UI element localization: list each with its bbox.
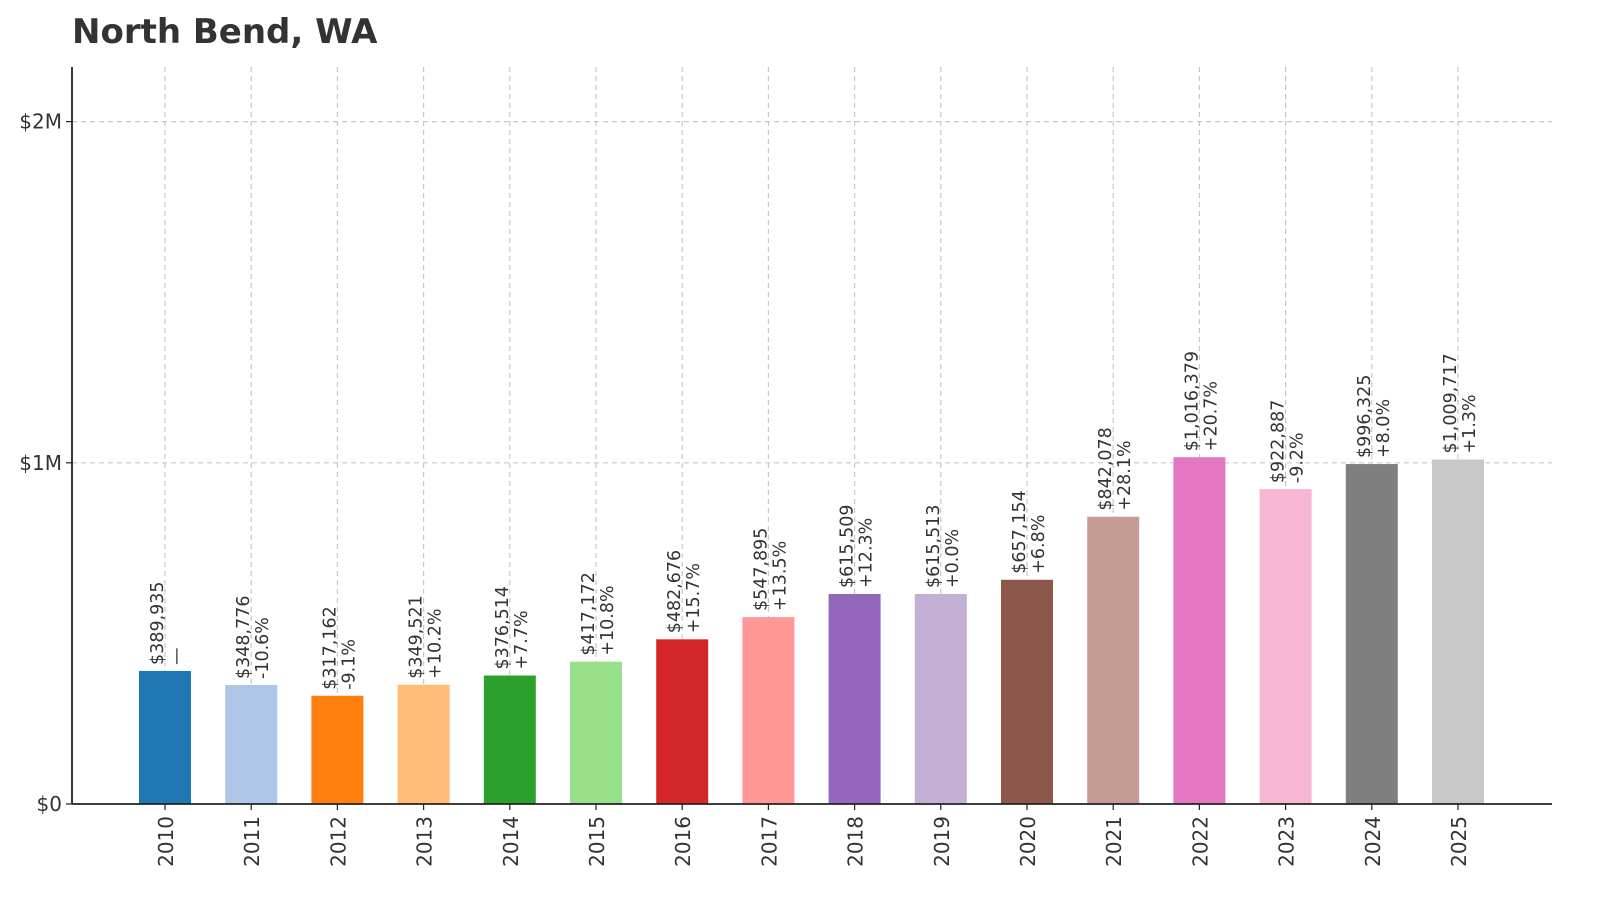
- bar-2020: [1001, 579, 1053, 804]
- x-tick-label: 2021: [1102, 816, 1126, 867]
- bar-2010: [139, 670, 191, 804]
- x-tick-label: 2016: [671, 816, 695, 867]
- bar-label-2016: $482,676 +15.7%: [665, 550, 704, 634]
- bar-value-label: $349,521: [407, 595, 427, 679]
- x-tick-label: 2025: [1447, 816, 1471, 867]
- x-tick-label: 2012: [326, 816, 350, 867]
- bar-change-label: +13.5%: [770, 541, 790, 611]
- bar-change-label: +0.0%: [943, 529, 963, 588]
- x-tick-label: 2014: [499, 816, 523, 867]
- x-tick-label: 2010: [154, 816, 178, 867]
- x-tick-label: 2013: [413, 816, 437, 867]
- bar-value-label: $842,078: [1096, 427, 1116, 511]
- bar-value-label: $376,514: [493, 586, 513, 670]
- bar-label-2024: $996,325 +8.0%: [1355, 375, 1394, 459]
- bar-change-label: +8.0%: [1374, 399, 1394, 458]
- bar-value-label: $1,016,379: [1182, 351, 1202, 451]
- bar-value-label: $615,509: [838, 504, 858, 588]
- bar-change-label: +12.3%: [857, 518, 877, 588]
- bar-2019: [914, 593, 967, 804]
- bar-change-label: —: [167, 647, 187, 665]
- bar-2016: [656, 639, 709, 804]
- x-tick-label: 2022: [1188, 816, 1212, 867]
- bar-change-label: +6.8%: [1029, 515, 1049, 574]
- bar-value-label: $1,009,717: [1441, 353, 1461, 453]
- y-tick-label: $0: [37, 792, 62, 816]
- bar-labels-layer: $389,935— $348,776 -10.6% $317,162 -9.1% $349…: [148, 351, 1480, 690]
- x-tick-label: 2017: [757, 816, 781, 867]
- bar-label-2019: $615,513 +0.0%: [924, 504, 963, 588]
- bar-change-label: +7.7%: [512, 610, 532, 669]
- bar-label-2023: $922,887 -9.2%: [1269, 400, 1308, 484]
- bar-2012: [311, 695, 364, 804]
- bar-value-label: $996,325: [1355, 375, 1375, 459]
- bar-value-label: $417,172: [579, 572, 599, 656]
- bar-label-2015: $417,172 +10.8%: [579, 572, 618, 656]
- x-tick-label: 2015: [585, 816, 609, 867]
- x-tick-label: 2024: [1361, 816, 1385, 867]
- bar-value-label: $657,154: [1010, 490, 1030, 574]
- bar-change-label: +1.3%: [1460, 394, 1480, 453]
- bar-label-2022: $1,016,379 +20.7%: [1182, 351, 1221, 451]
- bar-change-label: +28.1%: [1115, 440, 1135, 510]
- bar-2024: [1345, 464, 1398, 804]
- bar-change-label: -9.2%: [1288, 432, 1308, 483]
- bar-change-label: +10.2%: [426, 608, 446, 678]
- y-tick-label: $2M: [19, 110, 62, 134]
- bar-change-label: -9.1%: [339, 639, 359, 690]
- bar-change-label: +10.8%: [598, 585, 618, 655]
- bar-label-2018: $615,509 +12.3%: [838, 504, 877, 588]
- axes-layer: $0 $1M $2M 2010 2011 2012 2013 2014 2015 2016 2017…: [19, 67, 1552, 867]
- bar-change-label: -10.6%: [253, 617, 273, 679]
- x-tick-label: 2011: [240, 816, 264, 867]
- bar-value-label: $389,935: [148, 581, 168, 665]
- bar-value-label: $547,895: [751, 528, 771, 612]
- bar-change-label: +20.7%: [1201, 381, 1221, 451]
- x-tick-label: 2019: [930, 816, 954, 867]
- bar-value-label: $482,676: [665, 550, 685, 634]
- bar-label-2010: $389,935—: [148, 581, 187, 665]
- bars-layer: [139, 457, 1484, 804]
- bar-label-2020: $657,154 +6.8%: [1010, 490, 1049, 574]
- bar-label-2025: $1,009,717 +1.3%: [1441, 353, 1480, 453]
- y-tick-label: $1M: [19, 451, 62, 475]
- bar-label-2017: $547,895 +13.5%: [751, 528, 790, 612]
- x-tick-label: 2023: [1275, 816, 1299, 867]
- bar-label-2021: $842,078 +28.1%: [1096, 427, 1135, 511]
- bar-2025: [1432, 459, 1484, 804]
- bar-label-2014: $376,514 +7.7%: [493, 586, 532, 670]
- chart-title: North Bend, WA: [72, 12, 378, 52]
- bar-label-2013: $349,521 +10.2%: [407, 595, 446, 679]
- bar-value-label: $615,513: [924, 504, 944, 588]
- bar-value-label: $922,887: [1269, 400, 1289, 484]
- bar-2018: [828, 593, 881, 804]
- grid-layer: [72, 67, 1552, 804]
- bar-value-label: $317,162: [320, 606, 340, 690]
- x-tick-label: 2020: [1016, 816, 1040, 867]
- bar-label-2011: $348,776 -10.6%: [234, 595, 273, 679]
- bar-2014: [483, 675, 536, 804]
- bar-label-2012: $317,162 -9.1%: [320, 606, 359, 690]
- bar-2013: [397, 684, 450, 804]
- bar-2021: [1087, 516, 1140, 804]
- bar-2022: [1173, 457, 1226, 804]
- bar-2015: [570, 661, 622, 804]
- bar-2011: [225, 684, 278, 804]
- bar-change-label: +15.7%: [684, 563, 704, 633]
- bar-value-label: $348,776: [234, 595, 254, 679]
- x-tick-label: 2018: [844, 816, 868, 867]
- bar-2017: [742, 617, 795, 804]
- bar-2023: [1259, 489, 1312, 804]
